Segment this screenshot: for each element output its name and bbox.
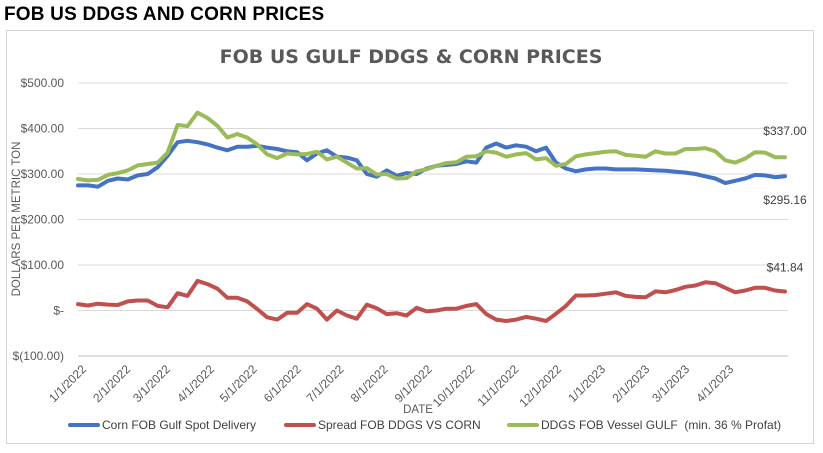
series-line bbox=[76, 138, 787, 189]
chart-frame bbox=[6, 30, 814, 444]
x-tick-label: 4/1/2022 bbox=[174, 362, 217, 405]
legend-label: Spread FOB DDGS VS CORN bbox=[318, 418, 481, 432]
x-tick-label: 3/1/2023 bbox=[649, 362, 692, 405]
y-tick-label: $100.00 bbox=[21, 258, 65, 272]
data-labels: $337.00 $295.16 $41.84 bbox=[763, 124, 807, 274]
x-axis-label: DATE bbox=[403, 404, 433, 416]
x-tick-label: 6/1/2022 bbox=[261, 362, 304, 405]
series-line bbox=[76, 278, 787, 323]
x-tick-label: 5/1/2022 bbox=[217, 362, 260, 405]
page-heading: FOB US DDGS AND CORN PRICES bbox=[4, 4, 325, 25]
series-lines bbox=[76, 110, 787, 323]
x-tick-label: 12/1/2022 bbox=[516, 362, 564, 410]
legend-label: Corn FOB Gulf Spot Delivery bbox=[102, 418, 256, 432]
y-tick-label: $500.00 bbox=[21, 76, 65, 90]
y-tick-label: $400.00 bbox=[21, 122, 65, 136]
x-tick-label: 8/1/2022 bbox=[348, 362, 391, 405]
y-axis-ticks: $500.00 $400.00 $300.00 $200.00 $100.00 $- $(1… bbox=[13, 76, 65, 363]
x-tick-label: 2/1/2022 bbox=[90, 362, 133, 405]
y-tick-label: $- bbox=[53, 304, 64, 318]
x-tick-label: 1/1/2023 bbox=[565, 362, 608, 405]
data-label: $41.84 bbox=[767, 260, 804, 274]
legend-label: DDGS FOB Vessel GULF (min. 36 % Profat) bbox=[541, 418, 781, 432]
data-label: $337.00 bbox=[763, 124, 807, 138]
legend: Corn FOB Gulf Spot Delivery Spread FOB DD… bbox=[68, 418, 781, 432]
x-tick-label: 4/1/2023 bbox=[693, 362, 736, 405]
y-tick-label: $300.00 bbox=[21, 167, 65, 181]
x-tick-label: 7/1/2022 bbox=[304, 362, 347, 405]
chart-title: FOB US GULF DDGS & CORN PRICES bbox=[220, 46, 603, 68]
x-tick-label: 3/1/2022 bbox=[130, 362, 173, 405]
x-tick-label: 11/1/2022 bbox=[475, 362, 522, 409]
data-label: $295.16 bbox=[763, 193, 807, 207]
y-axis-label: DOLLARS PER METRIC TON bbox=[11, 142, 23, 297]
y-tick-label: $200.00 bbox=[21, 213, 65, 227]
y-tick-label: $(100.00) bbox=[13, 349, 64, 363]
x-tick-label: 9/1/2022 bbox=[392, 362, 435, 405]
x-tick-label: 2/1/2023 bbox=[609, 362, 652, 405]
x-tick-label: 10/1/2022 bbox=[430, 362, 478, 410]
gridlines bbox=[78, 82, 788, 311]
series-line bbox=[76, 110, 787, 183]
x-tick-label: 1/1/2022 bbox=[46, 362, 89, 405]
